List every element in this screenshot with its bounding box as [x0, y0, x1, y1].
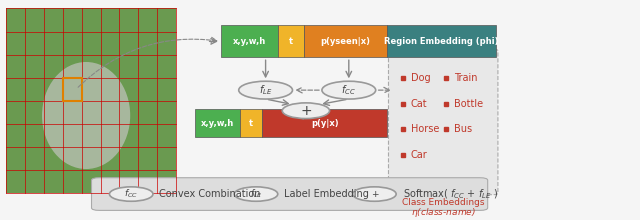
- FancyBboxPatch shape: [221, 26, 278, 57]
- Circle shape: [109, 187, 153, 201]
- FancyBboxPatch shape: [388, 49, 498, 195]
- Text: Label Embedding: Label Embedding: [284, 189, 369, 199]
- Text: p(y|x): p(y|x): [311, 119, 339, 128]
- Text: $f_{CC}$: $f_{CC}$: [124, 188, 138, 200]
- Ellipse shape: [42, 62, 130, 169]
- Text: $\eta$(class-name): $\eta$(class-name): [411, 206, 476, 219]
- Text: Bottle: Bottle: [454, 99, 483, 109]
- Text: Car: Car: [411, 150, 428, 160]
- Text: $+$: $+$: [300, 104, 312, 118]
- FancyBboxPatch shape: [240, 109, 262, 137]
- Text: +: +: [371, 190, 378, 199]
- Text: x,y,w,h: x,y,w,h: [201, 119, 234, 128]
- Text: Convex Combination: Convex Combination: [159, 189, 261, 199]
- FancyBboxPatch shape: [195, 109, 240, 137]
- Text: $f_{LE}$: $f_{LE}$: [259, 83, 273, 97]
- Circle shape: [353, 187, 396, 201]
- Text: Horse: Horse: [411, 124, 439, 134]
- FancyBboxPatch shape: [262, 109, 387, 137]
- Text: Bus: Bus: [454, 124, 472, 134]
- Text: $f_{CC}$: $f_{CC}$: [341, 83, 356, 97]
- Text: Dog: Dog: [411, 73, 431, 83]
- Text: t: t: [249, 119, 253, 128]
- Circle shape: [322, 81, 376, 99]
- Text: Train: Train: [454, 73, 477, 83]
- Text: Softmax( $f_{CC}$ + $f_{LE}$ ): Softmax( $f_{CC}$ + $f_{LE}$ ): [403, 187, 498, 201]
- FancyBboxPatch shape: [304, 26, 387, 57]
- Circle shape: [239, 81, 292, 99]
- Text: Cat: Cat: [411, 99, 428, 109]
- Text: p(yseen|x): p(yseen|x): [321, 37, 371, 46]
- Text: t: t: [289, 37, 293, 46]
- Text: Class Embeddings: Class Embeddings: [402, 198, 484, 207]
- FancyBboxPatch shape: [387, 26, 496, 57]
- Text: $f_{LE}$: $f_{LE}$: [250, 188, 262, 200]
- Circle shape: [282, 103, 330, 119]
- FancyBboxPatch shape: [6, 9, 176, 193]
- Text: x,y,w,h: x,y,w,h: [233, 37, 266, 46]
- FancyBboxPatch shape: [278, 26, 304, 57]
- Circle shape: [234, 187, 278, 201]
- Text: Region Embedding (phi): Region Embedding (phi): [385, 37, 499, 46]
- FancyBboxPatch shape: [92, 178, 488, 210]
